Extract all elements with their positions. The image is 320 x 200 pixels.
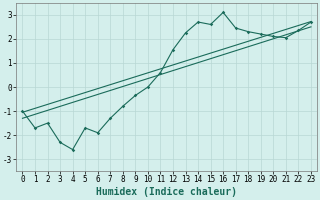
X-axis label: Humidex (Indice chaleur): Humidex (Indice chaleur) <box>96 187 237 197</box>
